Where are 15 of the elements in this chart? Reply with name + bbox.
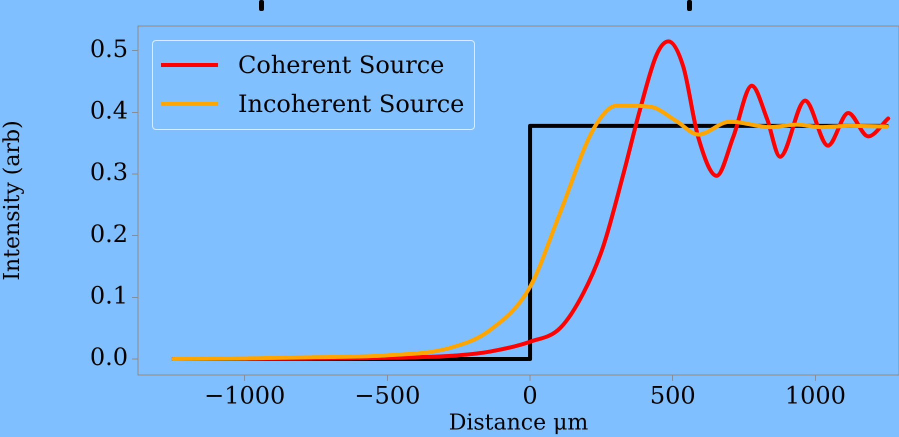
y-tick-label: 0.0 bbox=[90, 343, 128, 372]
legend-label: Coherent Source bbox=[238, 50, 444, 78]
x-axis-title: Distance μm bbox=[448, 410, 588, 436]
x-tick-label: 500 bbox=[650, 382, 696, 410]
y-axis-title: Intensity (arb) bbox=[0, 120, 25, 281]
legend-label: Incoherent Source bbox=[238, 90, 464, 118]
x-tick-label: −1000 bbox=[204, 382, 286, 410]
x-tick-label: 1000 bbox=[784, 382, 846, 410]
y-tick-label: 0.3 bbox=[90, 158, 128, 186]
y-tick-label: 0.4 bbox=[90, 96, 128, 125]
y-tick-label: 0.5 bbox=[90, 34, 128, 63]
x-tick-label: 0 bbox=[522, 382, 538, 410]
x-tick-label: −500 bbox=[354, 382, 420, 410]
y-tick-label: 0.2 bbox=[90, 220, 128, 248]
y-tick-label: 0.1 bbox=[90, 282, 128, 310]
